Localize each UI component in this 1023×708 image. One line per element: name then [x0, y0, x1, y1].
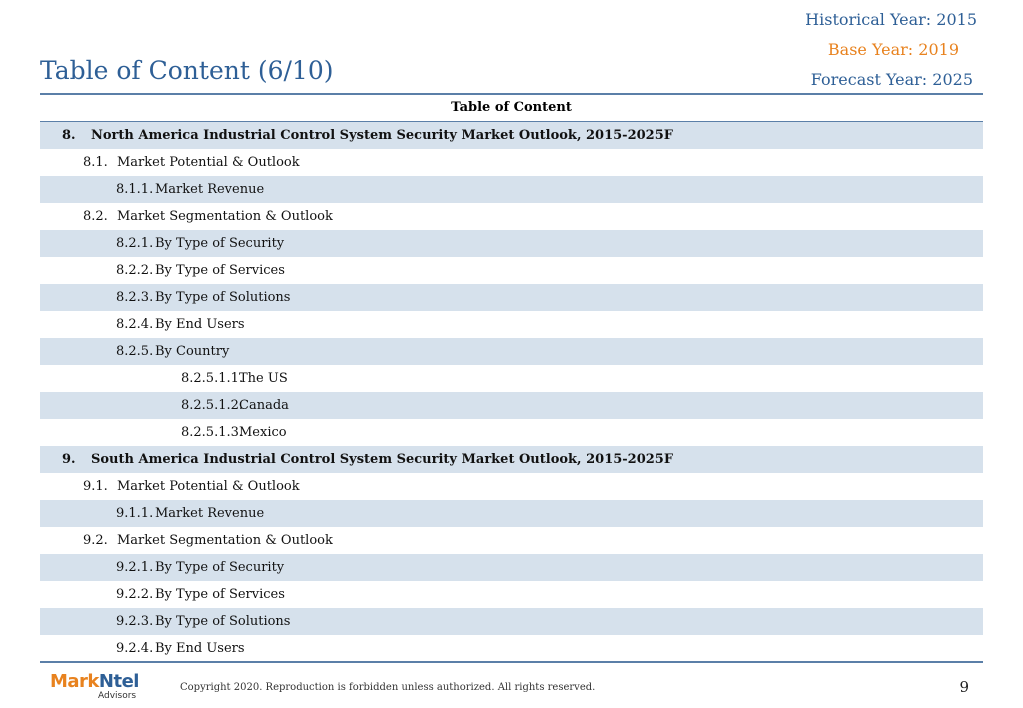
- toc-row-text: Market Revenue: [155, 506, 265, 521]
- toc-row-number: 9.2.3.: [116, 614, 154, 629]
- toc-row-text: Market Revenue: [155, 182, 265, 197]
- toc-row: 9.2. Market Segmentation & Outlook: [40, 527, 983, 554]
- toc-row-text: By Type of Solutions: [155, 290, 291, 305]
- toc-row-number: 8.2.: [83, 209, 108, 224]
- toc-row-text: North America Industrial Control System …: [91, 128, 673, 143]
- toc-row: 8.2.2. By Type of Services: [40, 257, 983, 284]
- toc-row-number: 8.1.1.: [116, 182, 154, 197]
- bottom-divider: [40, 661, 983, 663]
- toc-row-text: By Type of Security: [155, 236, 285, 251]
- toc-row-text: Market Potential & Outlook: [117, 479, 300, 494]
- toc-row: 9.2.4. By End Users: [40, 635, 983, 662]
- toc-row-text: By Type of Security: [155, 560, 285, 575]
- logo-ntel-text: Ntel: [98, 671, 140, 692]
- toc-row-text: By End Users: [155, 641, 245, 656]
- toc-row: 8.1.1. Market Revenue: [40, 176, 983, 203]
- toc-row-number: 8.: [62, 128, 76, 143]
- toc-row: 9.2.2. By Type of Services: [40, 581, 983, 608]
- logo-subtitle: Advisors: [98, 691, 137, 701]
- toc-row-number: 8.2.5.1.2.: [181, 398, 244, 413]
- toc-row: 8.2.5.1.1. The US: [40, 365, 983, 392]
- toc-row: 9.1. Market Potential & Outlook: [40, 473, 983, 500]
- page-number: 9: [959, 678, 969, 696]
- toc-row-text: Canada: [239, 398, 289, 413]
- toc-row: 8.1. Market Potential & Outlook: [40, 149, 983, 176]
- toc-row-text: By Type of Services: [155, 587, 285, 602]
- forecast-year: Forecast Year: 2025: [810, 70, 973, 89]
- toc-row: 8.2.3. By Type of Solutions: [40, 284, 983, 311]
- marknetel-logo: MarkNtel Advisors: [50, 671, 139, 701]
- toc-row-number: 9.1.1.: [116, 506, 154, 521]
- page-title: Table of Content (6/10): [40, 56, 334, 85]
- toc-row-text: By Country: [155, 344, 230, 359]
- toc-row-number: 9.2.2.: [116, 587, 154, 602]
- toc-row: 8.2.5.1.2. Canada: [40, 392, 983, 419]
- toc-row: 8.2.5.1.3. Mexico: [40, 419, 983, 446]
- toc-row-text: By Type of Services: [155, 263, 285, 278]
- logo-mark-text: Mark: [50, 671, 99, 692]
- toc-heading: Table of Content: [40, 95, 983, 122]
- toc-row: 9.2.3. By Type of Solutions: [40, 608, 983, 635]
- historical-year: Historical Year: 2015: [805, 10, 977, 29]
- toc-row-text: Market Segmentation & Outlook: [117, 533, 333, 548]
- toc-row: 9. South America Industrial Control Syste…: [40, 446, 983, 473]
- toc-row-number: 9.2.1.: [116, 560, 154, 575]
- toc-row: 8.2. Market Segmentation & Outlook: [40, 203, 983, 230]
- toc-row: 8.2.1. By Type of Security: [40, 230, 983, 257]
- toc-row-number: 8.2.2.: [116, 263, 154, 278]
- toc-row-number: 9.: [62, 452, 76, 467]
- toc-row-text: Market Potential & Outlook: [117, 155, 300, 170]
- toc-row: 8.2.4. By End Users: [40, 311, 983, 338]
- toc-row-number: 9.2.: [83, 533, 108, 548]
- toc-row: 9.1.1. Market Revenue: [40, 500, 983, 527]
- toc-row-text: Market Segmentation & Outlook: [117, 209, 333, 224]
- toc-row-number: 8.2.4.: [116, 317, 154, 332]
- toc-row-number: 8.2.5.1.3.: [181, 425, 244, 440]
- logo-wordmark: MarkNtel: [50, 671, 139, 692]
- toc-row: 8.2.5. By Country: [40, 338, 983, 365]
- toc-row-number: 8.2.3.: [116, 290, 154, 305]
- toc-list: 8. North America Industrial Control Syste…: [40, 122, 983, 662]
- toc-row-text: The US: [239, 371, 288, 386]
- toc-row-text: By Type of Solutions: [155, 614, 291, 629]
- toc-row: 9.2.1. By Type of Security: [40, 554, 983, 581]
- toc-row-number: 9.2.4.: [116, 641, 154, 656]
- toc-row-number: 8.2.1.: [116, 236, 154, 251]
- toc-row-number: 9.1.: [83, 479, 108, 494]
- toc-row: 8. North America Industrial Control Syste…: [40, 122, 983, 149]
- toc-row-text: South America Industrial Control System …: [91, 452, 674, 467]
- top-divider: [40, 93, 983, 95]
- toc-row-number: 8.2.5.1.1.: [181, 371, 244, 386]
- toc-row-number: 8.1.: [83, 155, 108, 170]
- copyright-notice: Copyright 2020. Reproduction is forbidde…: [180, 682, 596, 693]
- base-year: Base Year: 2019: [827, 40, 959, 59]
- toc-row-number: 8.2.5.: [116, 344, 154, 359]
- toc-row-text: By End Users: [155, 317, 245, 332]
- toc-row-text: Mexico: [239, 425, 287, 440]
